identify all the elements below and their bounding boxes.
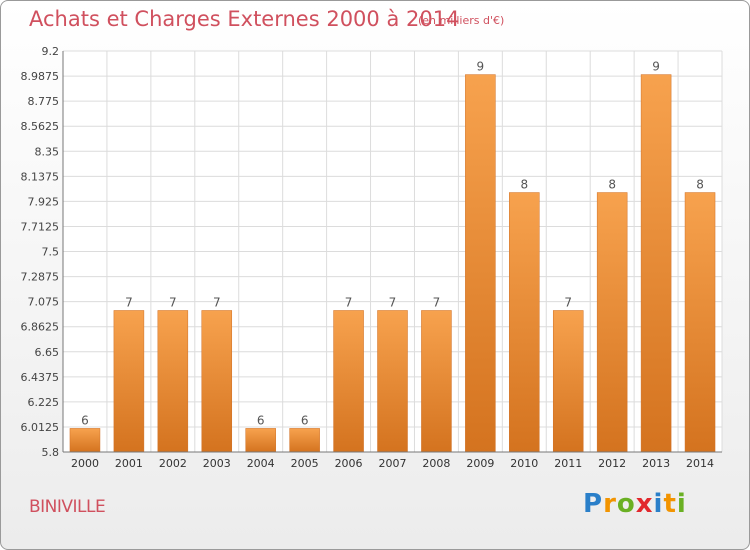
x-tick-label: 2007: [379, 457, 407, 470]
data-label: 8: [520, 178, 528, 192]
data-label: 7: [564, 295, 572, 309]
logo-letter: P: [583, 489, 604, 519]
bar-2000[interactable]: [69, 428, 101, 453]
y-tick-label: 9.2: [42, 45, 60, 58]
bar-2014[interactable]: [684, 192, 716, 453]
y-tick-label: 6.225: [28, 396, 60, 409]
x-tick-label: 2013: [642, 457, 670, 470]
x-tick-label: 2001: [115, 457, 143, 470]
data-label: 7: [125, 295, 133, 309]
data-label: 8: [608, 178, 616, 192]
bar-2006[interactable]: [333, 310, 364, 453]
logo-letter: t: [663, 489, 677, 519]
data-label: 7: [213, 295, 221, 309]
y-tick-label: 7.5: [42, 246, 60, 259]
data-label: 9: [652, 60, 660, 74]
y-tick-label: 8.1375: [21, 170, 60, 183]
data-label: 8: [696, 178, 704, 192]
city-name: BINIVILLE: [29, 497, 106, 517]
logo-letter: x: [635, 489, 654, 519]
logo-letter: r: [603, 489, 617, 519]
x-tick-label: 2004: [247, 457, 275, 470]
logo-letter: i: [676, 489, 687, 519]
x-tick-label: 2014: [686, 457, 714, 470]
y-tick-label: 8.35: [35, 145, 60, 158]
bar-2004[interactable]: [245, 428, 276, 453]
bar-2008[interactable]: [421, 310, 452, 453]
x-tick-label: 2006: [335, 457, 363, 470]
bar-2011[interactable]: [552, 310, 584, 453]
x-tick-label: 2005: [291, 457, 319, 470]
bar-2002[interactable]: [157, 310, 189, 453]
x-tick-label: 2009: [466, 457, 494, 470]
data-label: 6: [301, 413, 309, 427]
y-tick-label: 6.65: [35, 346, 60, 359]
data-label: 7: [345, 295, 353, 309]
y-tick-label: 7.7125: [21, 220, 60, 233]
x-tick-label: 2010: [510, 457, 538, 470]
y-tick-label: 8.9875: [21, 70, 60, 83]
data-label: 7: [169, 295, 177, 309]
bar-2010[interactable]: [509, 192, 540, 453]
data-label: 6: [81, 413, 89, 427]
logo-letter: i: [653, 489, 664, 519]
data-label: 7: [433, 295, 441, 309]
bar-2001[interactable]: [113, 310, 145, 453]
x-tick-label: 2011: [554, 457, 582, 470]
logo-letter: o: [616, 489, 636, 519]
data-label: 7: [389, 295, 397, 309]
bar-2012[interactable]: [596, 192, 628, 453]
proxiti-logo[interactable]: Proxiti: [583, 489, 687, 519]
data-label: 9: [477, 60, 485, 74]
x-tick-label: 2012: [598, 457, 626, 470]
y-tick-label: 7.075: [28, 296, 60, 309]
x-tick-label: 2000: [71, 457, 99, 470]
y-tick-label: 6.8625: [21, 321, 60, 334]
bar-2013[interactable]: [640, 74, 672, 453]
y-tick-label: 7.925: [28, 195, 60, 208]
data-label: 6: [257, 413, 265, 427]
y-tick-label: 7.2875: [21, 271, 60, 284]
y-tick-label: 6.0125: [21, 421, 60, 434]
y-tick-label: 5.8: [42, 446, 60, 459]
y-tick-label: 6.4375: [21, 371, 60, 384]
x-tick-label: 2008: [422, 457, 450, 470]
bar-2009[interactable]: [465, 74, 496, 453]
x-tick-label: 2002: [159, 457, 187, 470]
chart-subtitle: (en milliers d'€): [418, 14, 505, 27]
bar-2003[interactable]: [201, 310, 233, 453]
chart-title: Achats et Charges Externes 2000 à 2014: [29, 7, 460, 31]
y-tick-label: 8.775: [28, 95, 60, 108]
bar-2007[interactable]: [377, 310, 408, 453]
x-tick-label: 2003: [203, 457, 231, 470]
y-tick-label: 8.5625: [21, 120, 60, 133]
bar-2005[interactable]: [289, 428, 320, 453]
